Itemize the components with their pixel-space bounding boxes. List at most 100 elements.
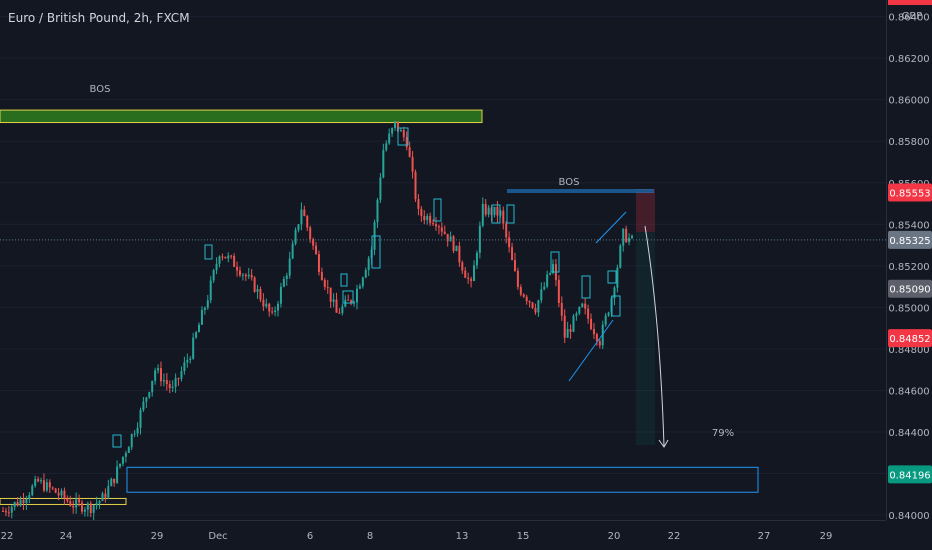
candle-body	[171, 386, 174, 389]
candle-body	[540, 289, 543, 301]
candle-body	[60, 490, 63, 496]
annotation-label: BOS	[90, 84, 111, 95]
candle-body	[429, 215, 432, 224]
price-tick-label: 0.84600	[888, 386, 929, 397]
candle-body	[66, 498, 69, 502]
candle-body	[192, 337, 195, 359]
time-axis[interactable]: 22 24 29 Dec 6 8 13 15 20 22 27 29	[0, 520, 886, 543]
price-badge	[888, 329, 932, 348]
candle-body	[405, 137, 408, 148]
candle-body	[206, 300, 209, 308]
order-block-marker	[371, 235, 381, 269]
candle-body	[13, 502, 16, 507]
order-block-marker	[340, 273, 348, 287]
time-tick-label: 15	[517, 531, 530, 542]
candle-body	[256, 289, 259, 292]
candle-body	[116, 466, 119, 483]
candle-body	[195, 332, 198, 338]
candle-body	[279, 286, 282, 304]
candle-body	[300, 209, 303, 225]
price-tick-label: 0.86200	[888, 54, 929, 65]
order-block-marker	[397, 127, 409, 146]
candle-body	[367, 258, 370, 270]
candle-body	[382, 150, 385, 178]
candle-body	[508, 237, 511, 248]
order-block-marker	[112, 434, 122, 448]
candle-body	[110, 478, 113, 487]
candle-body	[34, 478, 37, 486]
alert-marker	[888, 0, 932, 5]
price-axis[interactable]: 0.840000.842000.844000.846000.848000.850…	[886, 0, 932, 550]
candle-body	[121, 456, 124, 464]
candle-body	[151, 380, 154, 393]
candle-body	[124, 453, 127, 457]
candle-body	[376, 199, 379, 223]
candle-body	[69, 501, 72, 506]
candle-body	[560, 302, 563, 316]
candle-body	[355, 288, 358, 303]
candle-body	[83, 509, 86, 512]
grid	[0, 16, 886, 516]
candle-body	[259, 289, 262, 300]
candle-body	[89, 503, 92, 513]
candle-body	[385, 143, 388, 151]
candle-body	[247, 274, 250, 277]
candle-body	[329, 287, 332, 302]
candle-body	[294, 229, 297, 244]
order-block-marker	[491, 204, 501, 224]
price-tick-label: 0.85000	[888, 303, 929, 314]
candle-body	[566, 329, 569, 338]
time-tick-label: 13	[456, 531, 469, 542]
candle-body	[587, 308, 590, 319]
order-block-marker	[506, 204, 515, 224]
price-badge-label: 0.84196	[889, 470, 930, 481]
candle-body	[511, 247, 514, 261]
candle-body	[145, 397, 148, 402]
candle-body	[470, 278, 473, 282]
candle-body	[622, 228, 625, 246]
candle-body	[358, 286, 361, 289]
order-block-marker	[607, 270, 617, 284]
candle-body	[104, 493, 107, 498]
candle-body	[165, 380, 168, 385]
candle-body	[209, 280, 212, 301]
candle-body	[396, 121, 399, 132]
overlays: BOS BOS 79%	[0, 84, 886, 448]
candle-body	[592, 329, 595, 335]
candle-body	[519, 286, 522, 295]
price-badge	[888, 183, 932, 202]
candle-body	[613, 287, 616, 299]
candle-body	[414, 171, 417, 200]
candle-body	[203, 307, 206, 310]
candle-body	[271, 311, 274, 313]
candle-body	[183, 362, 186, 372]
take-profit-area	[636, 232, 655, 445]
candle-body	[332, 299, 335, 302]
candle-body	[253, 277, 256, 292]
order-block-marker	[204, 244, 213, 260]
order-block-marker	[433, 198, 442, 222]
candle-body	[57, 492, 60, 496]
price-axis-bg	[887, 0, 932, 550]
candle-body	[391, 128, 394, 134]
candle-body	[236, 266, 239, 271]
candle-body	[402, 130, 405, 138]
candle-body	[92, 505, 95, 513]
candle-body	[265, 303, 268, 307]
candle-body	[22, 499, 25, 504]
time-tick-label: 29	[151, 531, 164, 542]
price-tick-label: 0.84800	[888, 345, 929, 356]
annotation-label: 79%	[712, 428, 734, 439]
candle-body	[233, 256, 236, 267]
candle-body	[200, 309, 203, 325]
price-tick-label: 0.86400	[888, 13, 929, 24]
candle-body	[616, 267, 619, 288]
candle-body	[452, 236, 455, 252]
candle-body	[159, 368, 162, 382]
wedge-upper-line	[595, 211, 627, 244]
price-tick-label: 0.85200	[888, 262, 929, 273]
price-badge	[888, 230, 932, 249]
candle-body	[549, 272, 552, 275]
order-block-marker	[342, 290, 354, 304]
